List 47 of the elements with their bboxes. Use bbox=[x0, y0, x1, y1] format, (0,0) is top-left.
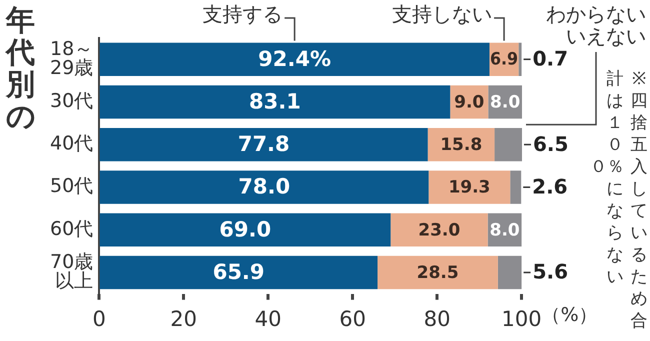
data-label: 23.0 bbox=[418, 220, 460, 240]
data-label: 92.4% bbox=[258, 46, 332, 71]
data-label: 9.0 bbox=[454, 92, 484, 112]
x-tick-label: 60 bbox=[339, 306, 366, 331]
x-tick-label: 0 bbox=[92, 306, 106, 331]
x-tick-label: 20 bbox=[170, 306, 198, 331]
y-tick-label: 18～29歳 bbox=[50, 38, 94, 79]
data-label: 19.3 bbox=[448, 178, 490, 198]
bar bbox=[510, 170, 522, 204]
y-tick-label: 60代 bbox=[50, 218, 94, 240]
y-tick-label: 30代 bbox=[50, 90, 94, 112]
bar bbox=[100, 170, 429, 204]
y-tick-label: 70歳以上 bbox=[50, 250, 94, 292]
bar bbox=[100, 42, 490, 76]
data-label: 69.0 bbox=[219, 217, 272, 242]
data-label: 0.7 bbox=[532, 46, 568, 71]
bar bbox=[428, 170, 510, 204]
x-tick-label: 80 bbox=[424, 306, 450, 331]
bar bbox=[100, 85, 450, 119]
data-label: 15.8 bbox=[440, 135, 482, 156]
bar bbox=[390, 213, 488, 246]
data-label: 65.9 bbox=[212, 260, 265, 284]
data-label: 83.1 bbox=[249, 89, 301, 114]
series-label: 支持する bbox=[202, 2, 283, 26]
data-label: 28.5 bbox=[416, 262, 459, 283]
series-label: 支持しない bbox=[392, 2, 492, 26]
data-label: 6.5 bbox=[533, 132, 568, 156]
bar bbox=[518, 42, 522, 76]
bar bbox=[100, 256, 378, 290]
data-label: 6.9 bbox=[490, 49, 518, 69]
data-label: 77.8 bbox=[238, 132, 290, 156]
data-label: 78.0 bbox=[238, 174, 290, 199]
data-label: 8.0 bbox=[490, 220, 520, 240]
x-tick-label: 100 bbox=[502, 306, 542, 331]
data-label: 5.6 bbox=[532, 260, 568, 284]
y-tick-label: 40代 bbox=[50, 132, 94, 155]
data-label: 8.0 bbox=[490, 92, 520, 112]
bar bbox=[498, 256, 522, 290]
series-label: わからないいえない bbox=[546, 2, 646, 48]
bar bbox=[494, 128, 522, 162]
y-tick-label: 50代 bbox=[50, 175, 94, 198]
x-tick-label: 40 bbox=[254, 306, 282, 331]
bar bbox=[100, 128, 428, 162]
text: 年代別の bbox=[6, 3, 36, 133]
bar bbox=[378, 256, 498, 290]
data-label: 2.6 bbox=[532, 174, 568, 198]
bar bbox=[100, 213, 391, 246]
